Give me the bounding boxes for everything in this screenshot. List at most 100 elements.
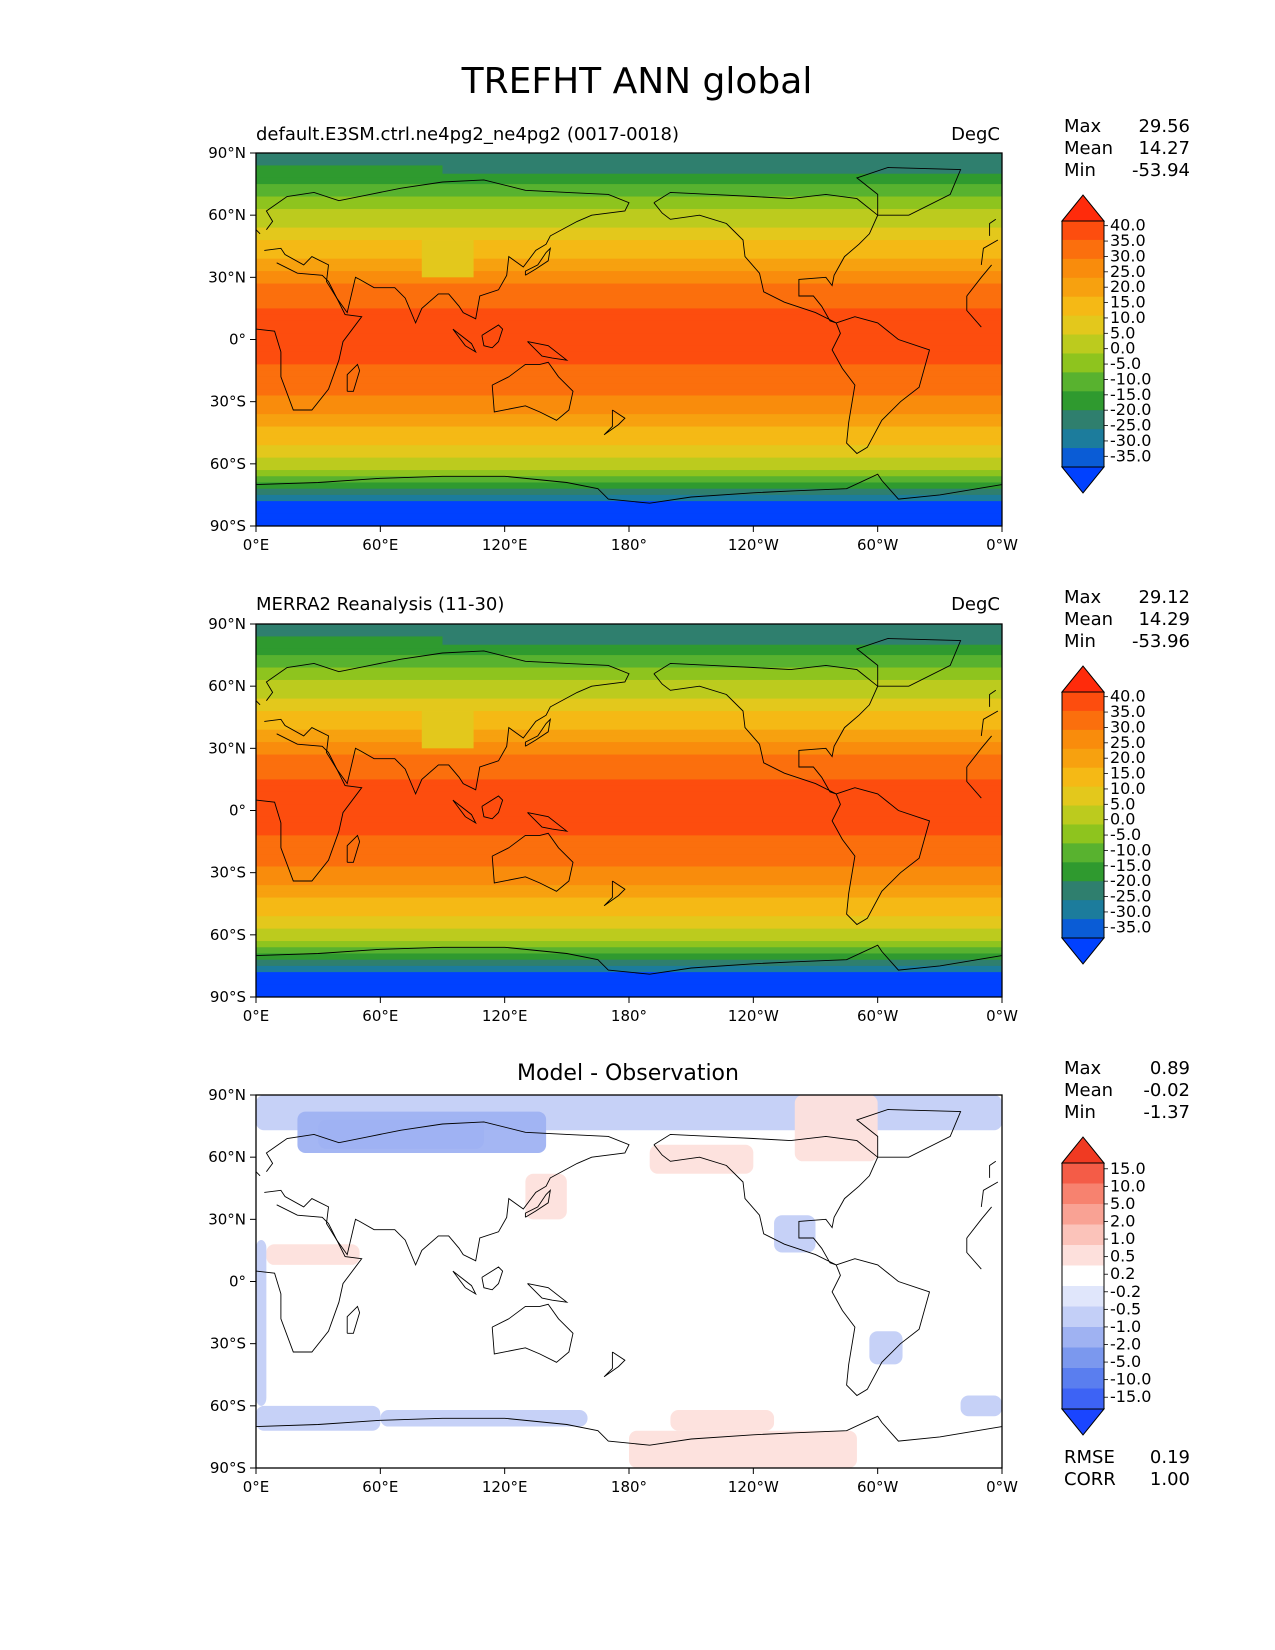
coastline	[831, 1258, 931, 1397]
temperature-band	[256, 810, 1002, 818]
temperature-band	[256, 358, 1002, 365]
temperature-band	[256, 947, 1002, 954]
temperature-band	[256, 686, 1002, 693]
coastline	[264, 650, 630, 796]
colorbar-tick-label: -5.0	[1110, 1352, 1141, 1371]
axes-difference: 90°N 60°N 30°N 0° 30°S 60°S 90°S0°E 60°E 120°E 18…	[208, 1086, 1018, 1496]
temperature-band	[256, 897, 1002, 905]
coastline	[524, 717, 551, 747]
lon-tick-label: 60°E	[362, 1007, 398, 1025]
temperature-band	[256, 289, 1002, 297]
anomaly-region	[256, 1405, 381, 1431]
lat-tick-label: 60°N	[208, 677, 246, 695]
colorbar-segment	[1062, 1245, 1104, 1266]
colorbar-tick-label: 10.0	[1110, 1176, 1146, 1195]
lat-tick-label: 30°N	[208, 268, 246, 286]
stat-value: 29.56	[1138, 116, 1190, 137]
temperature-band	[256, 507, 1002, 515]
colorbar-tick-label: 10.0	[1110, 779, 1146, 798]
coastline	[989, 1160, 997, 1178]
colorbar-tick-label: -25.0	[1110, 416, 1151, 435]
colorbar-extend-max	[1060, 665, 1106, 693]
anomaly-region	[525, 1173, 567, 1220]
colorbar-segment	[1062, 296, 1104, 317]
colorbar-segment	[1062, 277, 1104, 298]
anomaly-region	[670, 1409, 775, 1431]
colorbar-extend-min	[1060, 937, 1106, 965]
colorbar-tick-label: 20.0	[1110, 277, 1146, 296]
colorbar-tick-label: -30.0	[1110, 902, 1151, 921]
temperature-band	[256, 277, 1002, 285]
temperature-band	[256, 841, 1002, 849]
temperature-band	[256, 717, 1002, 724]
temperature-band	[256, 314, 1002, 322]
temperature-band	[256, 909, 1002, 917]
lon-tick-label: 120°E	[482, 536, 528, 554]
coastline	[855, 1109, 962, 1158]
coastline	[653, 662, 879, 795]
colorbar-segment	[1062, 334, 1104, 354]
temperature-band	[256, 723, 1002, 731]
colorbar-segment	[1062, 786, 1104, 807]
temperature-band	[256, 246, 1002, 253]
lon-tick-label: 60°W	[857, 1007, 899, 1025]
temperature-band	[256, 698, 1002, 706]
temperature-band	[256, 420, 1002, 428]
coastline	[603, 1351, 626, 1378]
anomaly-region	[649, 1144, 754, 1174]
temperature-band	[256, 928, 1002, 936]
coastline	[653, 191, 879, 324]
temperature-band	[256, 264, 1002, 272]
temperature-band	[256, 438, 1002, 446]
colorbar-tick-label: 5.0	[1110, 1194, 1135, 1213]
temperature-band	[256, 891, 1002, 899]
stats-observation: Max 29.12 Mean 14.29 Min -53.96	[1064, 587, 1190, 652]
anomaly-region	[256, 1240, 267, 1406]
stat-value: -53.96	[1132, 631, 1190, 652]
temperature-band	[256, 494, 1002, 502]
temperature-band	[256, 184, 1002, 191]
temperature-band	[256, 482, 1002, 490]
coastline	[527, 341, 569, 361]
temperature-band	[256, 351, 1002, 359]
lon-tick-label: 0°W	[986, 536, 1018, 554]
colorbar-frame	[1061, 1162, 1105, 1410]
coastline	[966, 1206, 992, 1239]
lat-tick-label: 60°N	[208, 206, 246, 224]
colorbar-tick-label: -35.0	[1110, 917, 1151, 936]
colorbar-model: 40.035.030.025.020.015.010.05.00.0-5.0-1…	[1060, 194, 1151, 494]
colorbar-tick-label: 15.0	[1110, 1159, 1146, 1178]
colorbar-tick-label: -2.0	[1110, 1335, 1141, 1354]
coastline	[527, 1283, 569, 1303]
temperature-band	[256, 959, 1002, 967]
temperature-band	[256, 679, 1002, 687]
colorbar-segment	[1062, 1368, 1104, 1389]
temperature-band	[256, 916, 1002, 923]
temperature-band	[256, 227, 1002, 235]
temperature-band	[256, 885, 1002, 892]
anomaly-region	[774, 1215, 816, 1253]
temperature-band	[256, 822, 1002, 830]
coastline	[491, 832, 574, 892]
temperature-band	[256, 735, 1002, 743]
colorbar-tick-label: -15.0	[1110, 1387, 1151, 1406]
temperature-band	[256, 240, 1002, 247]
temperature-band	[256, 295, 1002, 303]
colorbar-segment	[1062, 805, 1104, 825]
stat-label: Min	[1064, 160, 1096, 181]
colorbar-tick-label: 30.0	[1110, 246, 1146, 265]
temperature-band	[256, 271, 1002, 278]
temperature-band	[256, 711, 1002, 718]
coastline	[966, 1238, 982, 1270]
lat-tick-label: 60°S	[210, 1397, 246, 1415]
lat-tick-label: 0°	[229, 802, 246, 820]
colorbar-segment	[1062, 1163, 1104, 1184]
temperature-band	[256, 208, 1002, 216]
coastline	[264, 1121, 630, 1267]
stat-label: Mean	[1064, 138, 1113, 159]
temperature-band	[256, 383, 1002, 390]
temperature-band	[256, 829, 1002, 836]
temperature-band	[256, 221, 1002, 229]
coastline	[524, 246, 551, 276]
colorbar-segment	[1062, 767, 1104, 788]
